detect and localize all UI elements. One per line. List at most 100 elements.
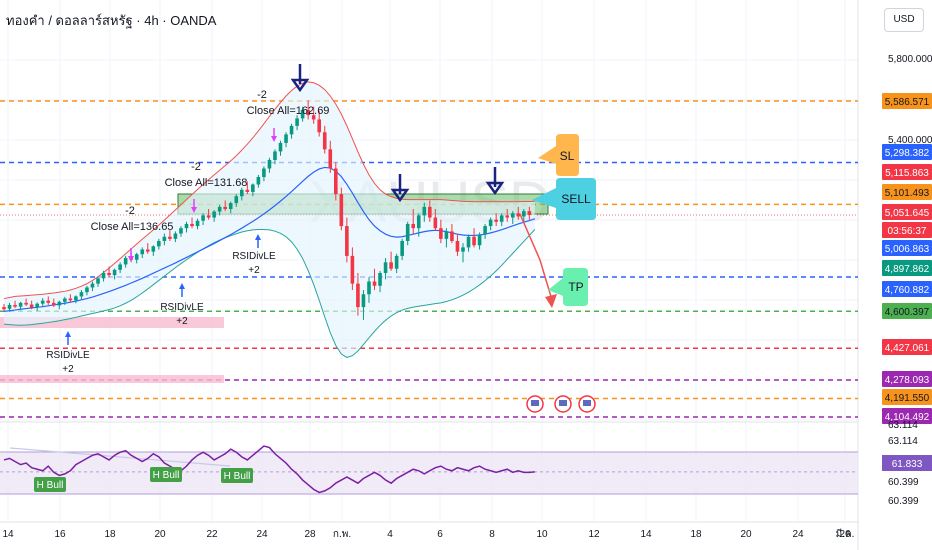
candle-body — [206, 215, 211, 218]
rsidivle-label: RSIDivLE — [160, 302, 204, 313]
flag-icon — [583, 400, 591, 406]
h-bull-badge — [150, 467, 182, 482]
time-tick-label: 14 — [640, 529, 652, 540]
candle-body — [262, 168, 266, 178]
candle-body — [24, 302, 28, 305]
price-label: 03:56:37 — [888, 226, 927, 237]
tp-callout — [548, 268, 588, 306]
close-all-label: Close All=131.68 — [165, 177, 248, 189]
candle-body — [134, 254, 139, 260]
candle-body — [35, 303, 39, 308]
candle-body — [46, 300, 51, 303]
price-label: 5,051.645 — [885, 208, 930, 219]
h-bull-label: H Bull — [153, 470, 180, 481]
candle-body — [256, 177, 261, 185]
price-tick-label: 5,400.000 — [888, 135, 932, 146]
time-tick-label: 10 — [536, 529, 548, 540]
candle-body — [510, 213, 515, 218]
candle-body — [273, 151, 277, 160]
h-bull-badge — [34, 477, 66, 492]
h-bull-label: H Bull — [37, 480, 64, 491]
forecast-arrowhead — [545, 294, 557, 308]
candle-body — [151, 246, 156, 252]
h-bull-badge — [221, 468, 253, 483]
time-axis[interactable]: 14 16 18 20 22 24 28 ก.พ. 4 6 8 10 12 14 18 20 24 26มี.ค. — [2, 528, 854, 540]
rsi-tick-label: 63.114 — [888, 420, 918, 431]
candle-body — [101, 272, 106, 279]
zone-box — [0, 375, 224, 383]
candlesticks[interactable] — [2, 100, 557, 320]
candle-body — [361, 294, 366, 308]
candle-body — [29, 304, 34, 308]
candle-body — [51, 302, 56, 306]
arrow-down-icon — [485, 181, 505, 196]
candle-body — [300, 109, 305, 119]
sell-label: SELL — [561, 192, 591, 206]
candle-body — [416, 215, 421, 229]
rsidivle-label: RSIDivLE — [46, 350, 90, 361]
close-signal-arrow — [191, 207, 197, 213]
candle-body — [74, 296, 78, 301]
rsi-pane[interactable]: H Bull H Bull H Bull — [0, 445, 858, 495]
rsi-label-tag — [882, 455, 932, 471]
time-tick-label: 18 — [690, 529, 702, 540]
currency-button[interactable]: USD — [884, 8, 924, 32]
candle-body — [157, 240, 161, 247]
candle-body — [112, 269, 117, 276]
price-label-tag — [882, 339, 932, 355]
time-tick-label: มี.ค. — [836, 528, 855, 540]
candle-body — [7, 304, 12, 309]
rsi-value-label: 61.833 — [892, 459, 923, 470]
minus-two-label: -2 — [125, 205, 135, 217]
candle-body — [311, 115, 316, 120]
candle-body — [190, 223, 194, 227]
candle-body — [522, 211, 526, 217]
candle-body — [201, 215, 205, 221]
candle-body — [13, 304, 17, 307]
rsi-tick-label: 60.399 — [888, 496, 919, 507]
candle-body — [477, 234, 482, 246]
close-signal-arrow — [128, 256, 134, 262]
buy-signal-arrow — [255, 234, 261, 240]
close-all-label: Close All=162.69 — [247, 105, 330, 117]
candle-body — [173, 233, 178, 239]
price-label-tag — [882, 281, 932, 297]
candle-body — [350, 255, 355, 284]
candle-body — [345, 226, 349, 256]
bollinger-lower-line — [3, 228, 536, 358]
price-label-tag — [882, 260, 932, 276]
time-tick-label: ก.พ. — [333, 529, 351, 540]
flag-icon — [559, 400, 567, 406]
sell-callout — [532, 178, 596, 220]
rsi-line — [3, 445, 535, 494]
h-bull-label: H Bull — [224, 471, 251, 482]
price-tick-label: 5,800.000 — [888, 54, 932, 65]
candle-body — [383, 262, 388, 273]
candle-body — [372, 281, 377, 286]
candle-body — [466, 236, 471, 248]
time-tick-label: 6 — [437, 529, 443, 540]
candle-body — [455, 240, 460, 252]
candle-body — [79, 292, 84, 297]
zone-box — [0, 317, 224, 328]
candle-body — [284, 134, 288, 143]
price-label: 5,115.863 — [885, 168, 929, 179]
price-label-tag — [882, 408, 932, 424]
sl-callout — [538, 134, 579, 176]
candle-body — [245, 189, 250, 192]
candle-body — [179, 228, 183, 234]
annotations: -2 Close All=162.69 -2 Close All=131.68 -2 Cl… — [46, 64, 596, 413]
arrow-down-icon — [390, 188, 410, 203]
candle-body — [234, 196, 239, 204]
candle-body — [439, 228, 443, 239]
flag-icon — [531, 400, 539, 406]
plus-two-label: +2 — [248, 265, 260, 276]
time-tick-label: 24 — [256, 529, 268, 540]
candle-body — [516, 213, 521, 217]
forecast-line — [519, 213, 553, 301]
candle-body — [96, 278, 100, 284]
price-axis[interactable]: 5,800.000 5,400.000 5,586.571 5,298.382 5,11… — [859, 0, 932, 550]
candle-body — [494, 219, 498, 222]
candle-body — [68, 298, 73, 301]
